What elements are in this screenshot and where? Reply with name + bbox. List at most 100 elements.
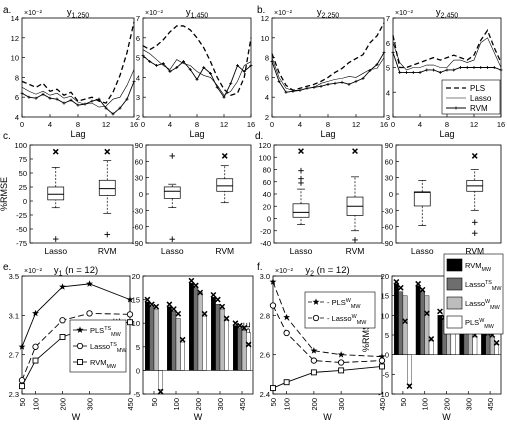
- x-tick-label: 300: [464, 398, 473, 411]
- series-marker-circle: [310, 357, 318, 364]
- legend-label-sub: MW: [107, 364, 117, 370]
- legend-label-sub: MW: [111, 332, 121, 338]
- series-point-rvm: [236, 64, 239, 68]
- y-tick-label: 4: [265, 93, 269, 102]
- bar-marker-x: [170, 306, 177, 312]
- y-tick-label: 60: [263, 178, 271, 187]
- series-point-rvm: [41, 92, 45, 96]
- x-category-label: RVM: [346, 246, 365, 256]
- chart-b1: 2 4 6 8 10 12 0 4 8 12 16 Lag ×10⁻² y2,250: [261, 7, 389, 139]
- series-point-rvm: [209, 71, 212, 75]
- y-tick-label: -30: [132, 206, 143, 215]
- chart-title-sub: 2: [310, 271, 314, 278]
- legend-label-sub: MW: [117, 348, 127, 354]
- series-point-rvm: [175, 66, 179, 69]
- bar-marker-x: [241, 324, 248, 331]
- x-tick-label: 0: [391, 120, 395, 129]
- bar-pls-mw-w: [450, 330, 456, 355]
- y-tick-label: 10: [261, 34, 269, 43]
- bar-pls-mw-w: [202, 315, 207, 371]
- bar-marker-x: [223, 315, 230, 322]
- series-marker-circle: [283, 329, 290, 337]
- series-marker-star: [126, 296, 134, 303]
- series-marker-square: [19, 383, 25, 390]
- bar-rvm-mw: [393, 283, 399, 355]
- x-tick-label: 300: [86, 398, 95, 411]
- series-line-lasso: [392, 37, 502, 71]
- x-tick-label: 50: [150, 398, 159, 406]
- y-tick-label: 15: [132, 296, 140, 305]
- bar-marker-x: [232, 320, 239, 327]
- legend-label: RVMMW: [465, 261, 492, 273]
- y-tick-label: 100: [14, 141, 27, 150]
- legend-marker-star: [76, 326, 84, 333]
- box-outlier-x: [52, 148, 59, 155]
- bar-rvm-mw: [144, 301, 150, 371]
- series-point-rvm: [141, 54, 145, 58]
- legend-label-lasso: Lasso: [470, 94, 492, 103]
- legend-label-base: Lasso: [465, 299, 485, 308]
- bar-marker-x: [402, 318, 409, 325]
- y-tick-label: 40: [263, 190, 271, 199]
- series-point-rvm: [368, 68, 372, 72]
- box-outlier-plus: [471, 230, 478, 236]
- series-marker-star: [269, 278, 277, 285]
- legend-label: LassoWMW: [465, 299, 501, 311]
- series-marker-square: [32, 357, 39, 364]
- y-tick-label: 30: [385, 174, 393, 183]
- x-tick-label: 450: [126, 398, 135, 411]
- bar-marker-x: [236, 322, 243, 329]
- bar-lasso-mw-w: [424, 295, 430, 355]
- series-point-rvm: [182, 60, 185, 64]
- bar-lasso-mw-w: [175, 318, 181, 371]
- series-point-rvm: [148, 60, 152, 64]
- series-point-rvm: [391, 51, 395, 55]
- x-axis-label: W: [323, 412, 332, 422]
- legend-label-base: PLS: [90, 326, 104, 335]
- bar-marker-x: [157, 388, 164, 395]
- x-axis-label: W: [194, 412, 203, 422]
- panel-letter-a: a.: [3, 5, 11, 16]
- x-tick-label: 300: [216, 398, 225, 411]
- series-point-rvm: [326, 82, 330, 86]
- y-tick-label: 90: [385, 141, 393, 150]
- legend-swatch: [446, 315, 463, 329]
- legend-label: PLSTSMW: [90, 326, 122, 338]
- y-tick-label: 5: [136, 343, 140, 352]
- chart-title: y2,450: [436, 7, 458, 20]
- y-tick-label: 6: [265, 73, 269, 82]
- chart-title: y1,250: [67, 7, 89, 20]
- x-tick-label: 16: [247, 120, 255, 129]
- y-tick-label: 2.8: [260, 311, 270, 320]
- bar-pls-mw-w: [158, 370, 163, 390]
- y-tick-label: 4: [15, 113, 19, 122]
- y-tick-label: 2.7: [9, 351, 19, 360]
- y-tick-label: 4: [136, 73, 140, 82]
- series-marker-circle: [32, 343, 39, 350]
- series-point-rvm: [222, 95, 226, 99]
- box-outlier-plus: [52, 236, 59, 242]
- x-tick-label: 8: [326, 120, 330, 129]
- box-outlier-plus: [298, 175, 304, 182]
- y-tick-label: 7: [386, 14, 390, 23]
- series-point-rvm: [340, 80, 344, 84]
- panel-letter-d: d.: [255, 131, 263, 142]
- x-tick-label: 12: [470, 120, 478, 129]
- y-axis-label: RMSE: [0, 322, 1, 348]
- panel-letters-layer: a. b. c. d. e. f.: [3, 5, 265, 273]
- series-point-rvm: [398, 70, 402, 74]
- axes-frame: [271, 17, 385, 118]
- chart-title: y1,450: [186, 7, 208, 20]
- bar-lasso-mw-ts: [237, 327, 243, 371]
- bar-lasso-mw-w: [197, 292, 203, 371]
- legend-label-base: - PLS: [327, 298, 346, 307]
- panel-letter-f: f.: [257, 262, 263, 273]
- legend-label: RVMMW: [90, 358, 117, 370]
- series-point-rvm: [62, 101, 66, 105]
- legend-label-sub: MW: [482, 267, 492, 273]
- box-iqr: [413, 191, 431, 207]
- bar-lasso-mw-ts: [171, 311, 177, 371]
